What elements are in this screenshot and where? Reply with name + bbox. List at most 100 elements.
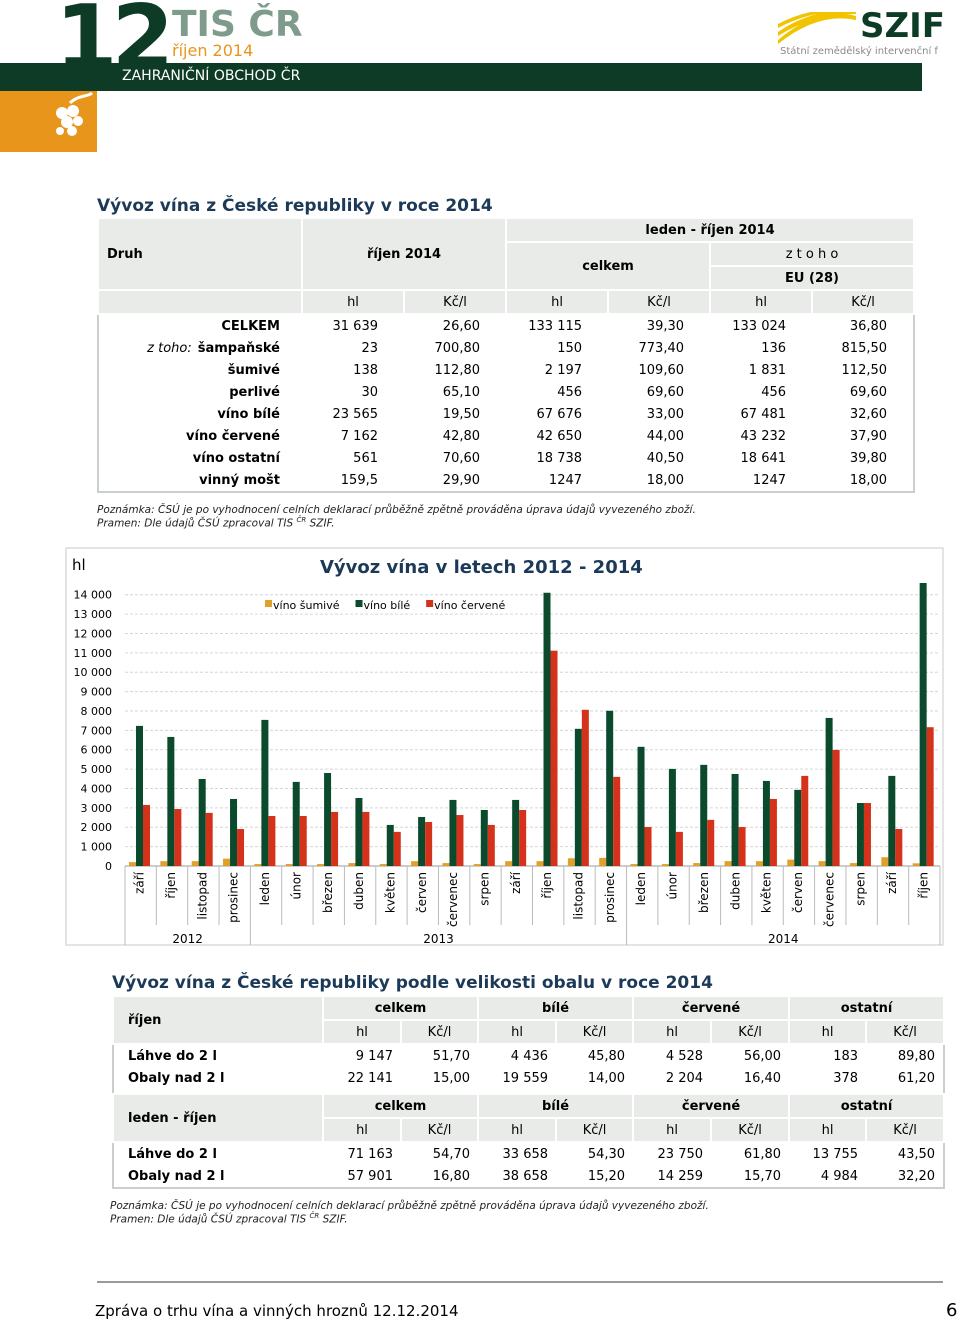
logo-stripes <box>778 12 856 44</box>
bar <box>693 863 701 866</box>
bar <box>825 717 833 866</box>
bar <box>519 809 527 866</box>
value-cell: 456 <box>557 384 583 400</box>
page-number: 6 <box>946 1300 958 1321</box>
value-cell: 4 528 <box>665 1048 704 1064</box>
row-name: perlivé <box>229 384 280 400</box>
chart-title: Vývoz vína v letech 2012 - 2014 <box>320 557 643 578</box>
value-cell: 69,60 <box>646 384 685 400</box>
value-cell: 22 141 <box>347 1070 394 1086</box>
value-cell: 61,80 <box>743 1146 782 1162</box>
header-cell: celkem <box>505 241 712 291</box>
unit-cell: hl <box>477 1117 558 1143</box>
value-cell: 18,00 <box>849 472 888 488</box>
row-label: šumivé <box>98 359 302 381</box>
package-table: říjen celkem bílé červené ostatní hl Kč/l hl Kč/… <box>112 995 946 1189</box>
value-cell: 43,50 <box>897 1146 936 1162</box>
y-tick-label: 0 <box>105 860 112 873</box>
value-cell: 4 436 <box>510 1048 549 1064</box>
header-cell: celkem <box>321 995 480 1021</box>
x-tick-label: červen <box>791 872 805 913</box>
x-tick-label: červenec <box>446 872 460 927</box>
x-tick-label: duben <box>352 872 366 910</box>
header-row: říjen celkem bílé červené ostatní <box>112 995 946 1045</box>
bar <box>606 710 614 866</box>
value-cell: 2 204 <box>665 1070 704 1086</box>
source-text: SZIF. <box>309 517 335 530</box>
logo-block <box>0 91 97 152</box>
bar <box>912 863 920 866</box>
value-cell: 456 <box>761 384 787 400</box>
value-cell: 112,80 <box>434 362 481 378</box>
y-tick-label: 2 000 <box>81 821 113 834</box>
legend-label: víno červené <box>434 599 505 612</box>
header-cell: říjen 2014 <box>300 217 508 291</box>
value-cell: 23 <box>361 340 378 356</box>
value-cell: 23 565 <box>332 406 379 422</box>
x-tick-label: listopad <box>195 872 209 920</box>
value-cell: 67 676 <box>536 406 583 422</box>
unit-cell: hl <box>632 1117 713 1143</box>
value-cell: 71 163 <box>347 1146 394 1162</box>
bar <box>386 824 394 866</box>
value-cell: 150 <box>557 340 583 356</box>
value-cell: 4 984 <box>820 1168 859 1184</box>
value-cell: 44,00 <box>646 428 685 444</box>
bar <box>348 863 356 866</box>
bar <box>630 864 638 866</box>
header-cell: červené <box>632 995 791 1021</box>
value-cell: 42 650 <box>536 428 583 444</box>
bar <box>362 811 370 866</box>
header-cell: říjen <box>112 995 324 1045</box>
data-row: Obaly nad 2 l 57 901 16,80 38 658 15,20 14 25… <box>113 1165 944 1188</box>
bar <box>268 816 276 866</box>
unit-cell: Kč/l <box>399 1019 480 1045</box>
bar <box>724 861 732 866</box>
row-label: perlivé <box>98 381 302 403</box>
row-name: CELKEM <box>221 318 280 334</box>
value-cell: 15,00 <box>432 1070 471 1086</box>
header-cell: červené <box>632 1093 791 1119</box>
value-cell: 18 641 <box>740 450 787 466</box>
y-tick-label: 1 000 <box>81 841 113 854</box>
value-cell: 37,90 <box>849 428 888 444</box>
value-cell: 31 639 <box>332 318 379 334</box>
chart: hl Vývoz vína v letech 2012 - 2014 0 1 00… <box>65 547 944 946</box>
footer-rule <box>97 1281 943 1283</box>
y-tick-label: 9 000 <box>81 686 113 699</box>
unit-cell: hl <box>505 289 610 315</box>
value-cell: 69,60 <box>849 384 888 400</box>
row-label: víno červené <box>98 425 302 447</box>
row-label: víno bílé <box>98 403 302 425</box>
bar <box>261 719 269 866</box>
unit-row: hl Kč/l hl Kč/l hl Kč/l hl Kč/l <box>113 1117 946 1143</box>
unit-cell: Kč/l <box>607 289 712 315</box>
bar <box>888 775 896 866</box>
value-cell: 109,60 <box>638 362 685 378</box>
header-cell: bílé <box>477 1093 635 1119</box>
x-tick-label: únor <box>666 872 680 900</box>
row-label: Láhve do 2 l <box>128 1146 217 1162</box>
value-cell: 57 901 <box>347 1168 394 1184</box>
value-cell: 67 481 <box>740 406 787 422</box>
bar <box>581 709 589 866</box>
unit-cell: hl <box>709 289 814 315</box>
row-label: CELKEM <box>98 314 302 337</box>
row-label: z toho: šampaňské <box>98 337 302 359</box>
bar <box>331 811 339 866</box>
bar <box>237 828 245 866</box>
bar <box>143 804 150 866</box>
value-cell: 39,30 <box>646 318 685 334</box>
unit-cell: hl <box>788 1117 868 1143</box>
value-cell: 18 738 <box>536 450 583 466</box>
bar <box>613 776 621 866</box>
bar <box>449 799 457 866</box>
value-cell: 61,20 <box>897 1070 936 1086</box>
bar <box>536 861 544 866</box>
y-tick-label: 5 000 <box>81 763 113 776</box>
data-row: CELKEM 31 639 26,60 133 115 39,30 133 024 36,8… <box>98 314 914 337</box>
table1-title: Vývoz vína z České republiky v roce 2014 <box>97 196 493 216</box>
table2-note: Poznámka: ČSÚ je po vyhodnocení celních … <box>110 1200 709 1212</box>
